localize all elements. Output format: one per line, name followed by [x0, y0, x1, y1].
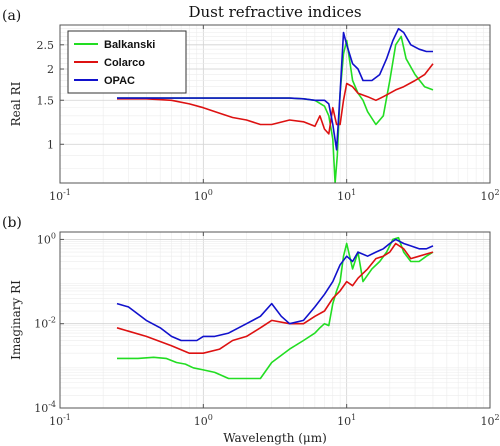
- panel-1-tag: (b): [2, 215, 22, 231]
- panel-0-title: Dust refractive indices: [188, 3, 361, 21]
- panel-1-y-tick-label-base: 10: [37, 233, 51, 246]
- series-line-opac-panel-1: [116, 238, 434, 342]
- panel-0-x-tick-label: 101: [337, 188, 356, 203]
- panel-0-y-tick-label: 1.5: [37, 94, 55, 107]
- panel-1-x-tick-label-base: 10: [480, 415, 494, 428]
- series-line-balkanski-panel-1: [117, 236, 434, 380]
- panel-1-y-tick-label-base: 10: [34, 402, 48, 415]
- panel-1-y-tick-label: 100: [37, 231, 56, 246]
- panel-0-y-tick-label: 2.5: [37, 39, 55, 52]
- panel-1-y-tick-label: 10-4: [34, 400, 56, 415]
- series-line-colarco-panel-1: [116, 242, 434, 355]
- panel-0-x-tick-label: 100: [194, 188, 213, 203]
- panel-1-x-tick-label-exponent: 1: [351, 413, 356, 422]
- panel-1-x-tick-label: 10-1: [49, 413, 71, 428]
- panel-1-x-tick-label-base: 10: [337, 415, 351, 428]
- panel-0-y-axis-label: Real RI: [9, 81, 23, 126]
- legend-label-balkanski: Balkanski: [104, 39, 155, 51]
- panel-0-x-tick-label: 10-1: [49, 188, 71, 203]
- panel-1-x-tick-label-exponent: 0: [208, 413, 213, 422]
- panel-0-x-tick-label-exponent: 0: [208, 188, 213, 197]
- panel-1-y-tick-label-exponent: 0: [51, 231, 56, 240]
- panel-0-x-tick-label-base: 10: [49, 190, 63, 203]
- panel-1-y-axis-label: Imaginary RI: [9, 280, 23, 360]
- panel-1-x-tick-label-exponent: 2: [494, 413, 499, 422]
- series-line-opac-panel-0: [117, 27, 433, 151]
- legend-label-colarco: Colarco: [104, 57, 145, 69]
- panel-0-x-tick-label-exponent: 1: [351, 188, 356, 197]
- panel-1-y-tick-label-base: 10: [34, 318, 48, 331]
- panel-1-x-tick-label: 102: [480, 413, 499, 428]
- legend-label-opac: OPAC: [104, 75, 135, 87]
- panel-1-y-tick-label-exponent: -2: [48, 316, 56, 325]
- panel-0-x-tick-label-base: 10: [194, 190, 208, 203]
- panel-1-x-axis-label: Wavelength (μm): [223, 431, 327, 445]
- panel-1-y-tick-label: 10-2: [34, 316, 56, 331]
- panel-1-x-tick-label: 101: [337, 413, 356, 428]
- panel-0-x-tick-label-base: 10: [480, 190, 494, 203]
- panel-1-y-tick-label-exponent: -4: [48, 400, 56, 409]
- panel-0-x-tick-label: 102: [480, 188, 499, 203]
- panel-1-frame: [59, 231, 491, 409]
- panel-0-frame: [59, 24, 491, 184]
- panel-1-x-tick-label-base: 10: [49, 415, 63, 428]
- panel-0-x-tick-label-exponent: -1: [63, 188, 71, 197]
- panel-1-x-tick-label-exponent: -1: [63, 413, 71, 422]
- panel-1-background: [60, 232, 490, 408]
- series-line-colarco-panel-0: [117, 63, 434, 135]
- panel-0-y-tick-label: 2: [47, 63, 54, 76]
- panel-0-x-tick-label-exponent: 2: [494, 188, 499, 197]
- panel-1-x-tick-label-base: 10: [194, 415, 208, 428]
- panel-0-tag: (a): [2, 8, 21, 24]
- panel-0-y-tick-label: 1: [47, 138, 54, 151]
- panel-1-x-tick-label: 100: [194, 413, 213, 428]
- panel-0-x-tick-label-base: 10: [337, 190, 351, 203]
